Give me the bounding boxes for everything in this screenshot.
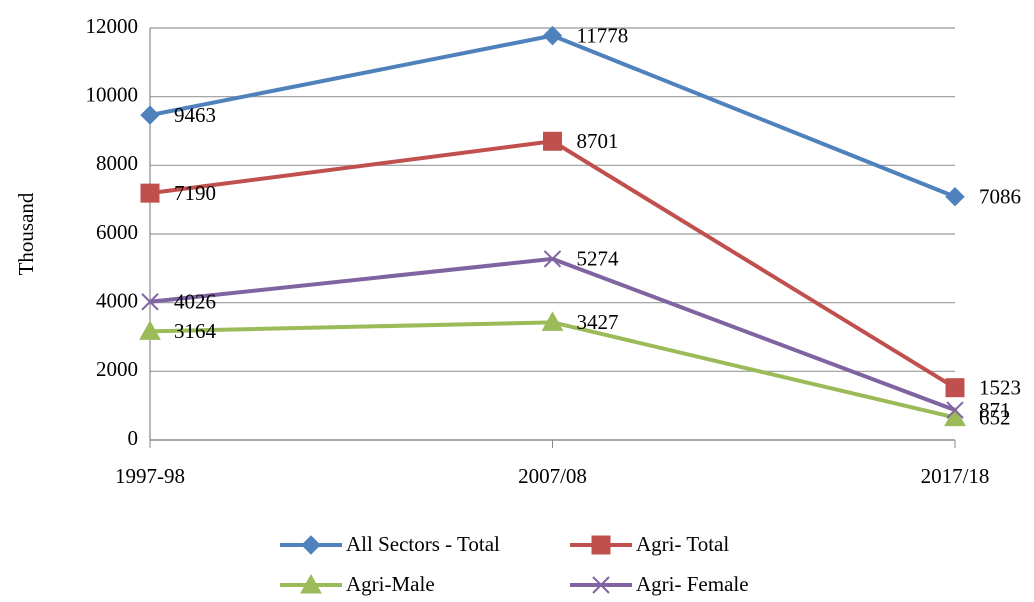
marker — [945, 187, 965, 207]
y-axis-label: Thousand — [14, 192, 38, 275]
data-label: 8701 — [577, 129, 619, 153]
data-label: 5274 — [577, 247, 620, 271]
data-label: 871 — [979, 398, 1011, 422]
legend-marker — [301, 535, 321, 555]
x-tick-label: 2007/08 — [518, 464, 587, 488]
series-line — [149, 139, 957, 390]
legend-item: Agri-Male — [280, 572, 435, 596]
data-label: 652 — [979, 405, 1011, 429]
x-tick-label: 1997-98 — [115, 464, 185, 488]
legend-label: All Sectors - Total — [346, 532, 500, 556]
marker — [543, 131, 562, 151]
marker — [541, 311, 564, 331]
legend-label: Agri- Total — [636, 532, 729, 556]
legend-label: Agri-Male — [346, 572, 435, 596]
marker — [946, 401, 964, 419]
y-tick-label: 4000 — [96, 288, 138, 312]
marker — [140, 105, 160, 125]
y-tick-label: 6000 — [96, 220, 138, 244]
marker — [140, 183, 160, 203]
legend-item: All Sectors - Total — [280, 532, 500, 556]
legend-item: Agri- Female — [570, 572, 749, 596]
legend-marker — [592, 576, 610, 594]
marker — [542, 25, 563, 46]
legend-label: Agri- Female — [636, 572, 749, 596]
y-tick-label: 10000 — [86, 82, 139, 106]
data-label: 7190 — [174, 181, 216, 205]
x-tick-label: 2017/18 — [921, 464, 990, 488]
marker — [543, 250, 562, 268]
y-tick-label: 0 — [128, 426, 139, 450]
y-tick-label: 12000 — [86, 14, 139, 38]
y-tick-label: 8000 — [96, 151, 138, 175]
data-label: 9463 — [174, 103, 216, 127]
series-line — [149, 320, 956, 420]
marker — [141, 293, 159, 311]
legend-item: Agri- Total — [570, 532, 729, 556]
marker — [944, 406, 966, 427]
legend-marker — [300, 573, 322, 594]
data-label: 4026 — [174, 290, 216, 314]
data-label: 7086 — [979, 185, 1021, 209]
data-label: 3164 — [174, 319, 217, 343]
marker — [139, 320, 161, 340]
data-label: 11778 — [577, 23, 629, 47]
series-line — [149, 33, 956, 199]
data-label: 1523 — [979, 376, 1021, 400]
data-label: 3427 — [577, 310, 619, 334]
legend-marker — [591, 535, 611, 555]
y-tick-label: 2000 — [96, 357, 138, 381]
marker — [945, 378, 965, 398]
